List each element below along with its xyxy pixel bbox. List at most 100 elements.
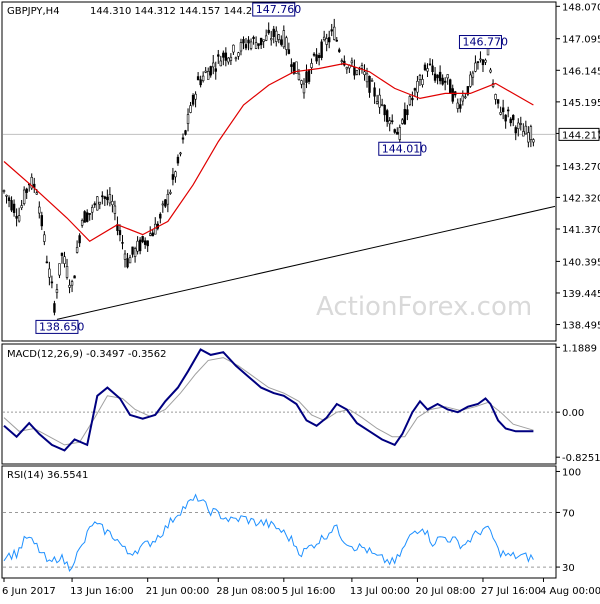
candle-body: [267, 29, 270, 34]
macd-axis: 1.1889 0.00 -0.8251: [556, 343, 600, 464]
candle: [83, 210, 86, 223]
price-tick-label: 147.095: [562, 35, 600, 46]
candle-body: [113, 205, 117, 214]
candle-body: [464, 96, 467, 99]
candle: [222, 50, 225, 66]
candle-body: [199, 79, 202, 86]
candle-body: [418, 75, 422, 80]
candle: [189, 101, 192, 114]
candle: [317, 52, 321, 66]
candle-body: [98, 201, 101, 205]
candle: [237, 51, 240, 60]
candle-body: [401, 119, 404, 124]
candle-body: [176, 156, 180, 164]
candle-body: [75, 247, 79, 253]
candle: [466, 86, 470, 97]
candle-body: [350, 60, 354, 64]
candle-body: [186, 114, 190, 124]
candle: [506, 106, 510, 118]
price-label-box: [378, 141, 422, 156]
candle: [302, 78, 306, 99]
candle-body: [512, 115, 515, 121]
candle: [360, 62, 364, 74]
candle: [416, 75, 419, 101]
candle: [38, 201, 41, 219]
price-tick-label: 143.270: [562, 162, 600, 173]
candle-body: [259, 37, 263, 46]
candle: [421, 74, 424, 88]
price-tick-label: 145.195: [562, 98, 600, 109]
candle-body: [527, 132, 530, 143]
x-tick-label: 13 Jun 16:00: [70, 586, 134, 597]
candle: [388, 117, 391, 132]
candle-body: [40, 215, 44, 227]
candle: [305, 64, 308, 89]
price-label: 146.770: [458, 35, 508, 50]
candle-body: [247, 39, 250, 44]
candle: [499, 106, 502, 116]
candle-body: [80, 220, 84, 226]
candle: [63, 251, 66, 268]
price-tick-label: 142.320: [562, 193, 600, 204]
candle: [50, 275, 54, 289]
candle: [133, 246, 137, 263]
candle-body: [244, 44, 248, 49]
candle: [254, 36, 258, 50]
candle-body: [368, 75, 371, 93]
candle: [494, 93, 497, 105]
candle: [12, 199, 16, 217]
candle: [43, 231, 46, 246]
candle: [25, 187, 28, 200]
candle-body: [214, 68, 217, 72]
rsi-tick-label: 100: [562, 467, 581, 478]
candle-body: [30, 177, 33, 189]
x-tick-label: 20 Jul 08:00: [415, 586, 475, 597]
candle-body: [179, 152, 182, 155]
moving-average-line: [3, 62, 534, 243]
candle-body: [466, 86, 470, 95]
candle-body: [93, 203, 96, 206]
candle-body: [426, 68, 429, 72]
candle: [73, 275, 76, 279]
price-label-text: 138.650: [39, 320, 84, 333]
rsi-panel-frame: [1, 465, 557, 579]
x-tick-label: 6 Jun 2017: [2, 586, 56, 597]
ohlc-values: 144.310 144.312 144.157 144.217: [90, 6, 265, 17]
candle-body: [456, 102, 459, 109]
price-panel-frame: [1, 1, 557, 342]
candle: [519, 116, 522, 131]
candle: [20, 199, 23, 211]
candle: [368, 75, 371, 98]
candle-body: [239, 42, 243, 52]
candle-body: [506, 109, 510, 112]
candle: [93, 201, 96, 208]
candle-body: [431, 65, 434, 73]
candle: [126, 252, 129, 269]
candle: [275, 26, 278, 47]
candle: [469, 71, 472, 88]
candle-body: [174, 171, 177, 178]
candle-body: [327, 37, 331, 43]
candle-body: [154, 223, 157, 235]
candle-body: [161, 203, 165, 206]
candle: [22, 186, 26, 206]
candle: [143, 237, 147, 249]
candle-body: [307, 69, 311, 82]
candle: [327, 30, 331, 49]
macd-tick-label: 1.1889: [562, 343, 597, 354]
candle-body: [209, 66, 212, 76]
candle-body: [73, 275, 76, 279]
candle: [396, 127, 399, 135]
candle-body: [501, 107, 505, 113]
candles: [2, 18, 535, 316]
candle-body: [451, 88, 454, 102]
candle: [191, 93, 195, 107]
candle: [166, 189, 170, 213]
candle-body: [365, 73, 369, 83]
candle-body: [101, 195, 104, 198]
candle-body: [204, 70, 207, 73]
candle-body: [380, 104, 384, 106]
candle-body: [499, 112, 502, 115]
candle: [527, 126, 530, 148]
candle-body: [242, 39, 245, 44]
